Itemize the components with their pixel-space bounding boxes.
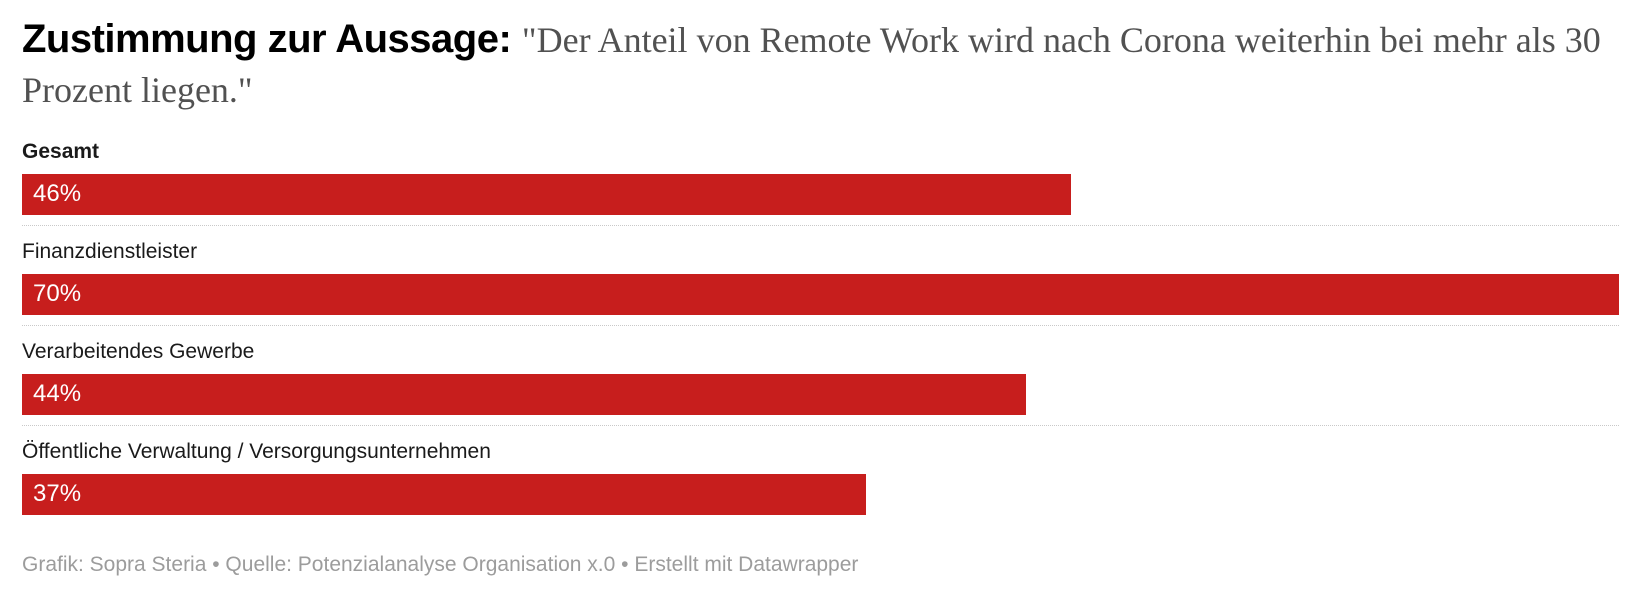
bar-track: 44% — [22, 373, 1619, 415]
bar-value-label: 37% — [33, 480, 82, 508]
chart-title-bold: Zustimmung zur Aussage: — [22, 17, 512, 61]
category-label: Gesamt — [22, 139, 100, 163]
bar-value-label: 70% — [33, 280, 82, 308]
category-label: Finanzdienstleister — [22, 239, 198, 263]
bar-value-label: 44% — [33, 380, 82, 408]
bar-row: Verarbeitendes Gewerbe 44% — [22, 324, 1619, 415]
chart-container: Zustimmung zur Aussage: "Der Anteil von … — [22, 14, 1619, 576]
bar-row: Öffentliche Verwaltung / Versorgungsunte… — [22, 424, 1619, 515]
category-label: Verarbeitendes Gewerbe — [22, 339, 255, 363]
bar-row: Finanzdienstleister 70% — [22, 224, 1619, 315]
chart-title: Zustimmung zur Aussage: "Der Anteil von … — [22, 14, 1619, 115]
bar: 46% — [22, 173, 1072, 215]
bar-rows: Gesamt 46% Finanzdienstleister 70% Verarbeit… — [22, 139, 1619, 515]
chart-footer-credit: Grafik: Sopra Steria • Quelle: Potenzial… — [22, 552, 859, 576]
bar-row: Gesamt 46% — [22, 139, 1619, 215]
chart-title-quote: "Der Anteil von Remote Work wird nach Co… — [22, 20, 1601, 111]
bar: 44% — [22, 373, 1026, 415]
bar: 70% — [22, 273, 1619, 315]
bar-track: 37% — [22, 473, 1619, 515]
bar-value-label: 46% — [33, 180, 82, 208]
category-label: Öffentliche Verwaltung / Versorgungsunte… — [22, 439, 491, 463]
bar-track: 70% — [22, 273, 1619, 315]
bar: 37% — [22, 473, 867, 515]
bar-track: 46% — [22, 173, 1619, 215]
